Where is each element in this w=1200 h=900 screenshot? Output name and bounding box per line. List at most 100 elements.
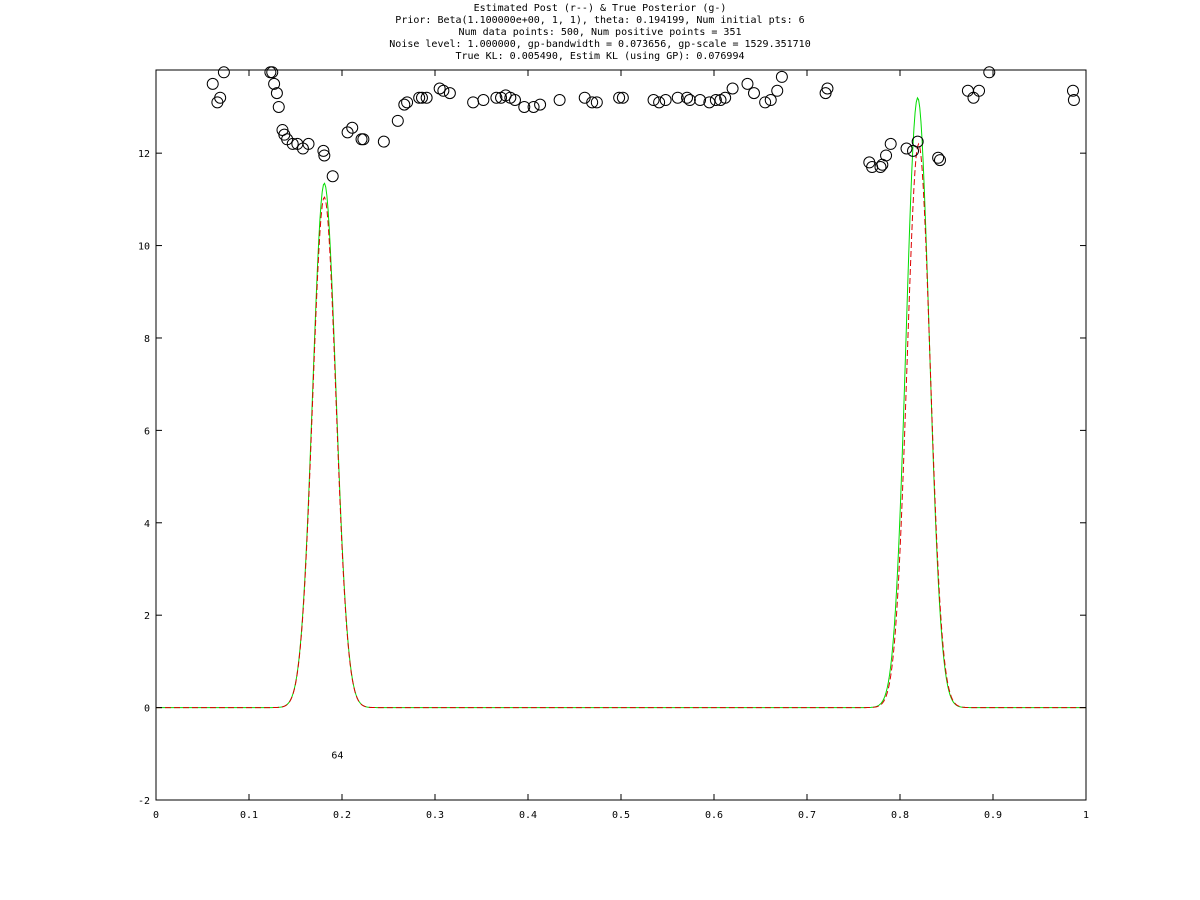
data-point-marker xyxy=(703,96,716,109)
data-point-marker xyxy=(214,91,227,104)
data-point-marker xyxy=(613,91,626,104)
data-point-marker xyxy=(401,96,414,109)
data-point-marker xyxy=(771,84,784,97)
data-point-marker xyxy=(398,98,411,111)
data-point-marker xyxy=(527,100,540,113)
annotation-layer: 64 xyxy=(331,750,343,761)
data-point-marker xyxy=(659,94,672,107)
data-point-marker xyxy=(534,98,547,111)
data-point-marker xyxy=(671,91,684,104)
data-point-marker xyxy=(443,87,456,100)
data-point-marker xyxy=(341,126,354,139)
data-point-marker xyxy=(266,66,279,79)
chart-title-line: Noise level: 1.000000, gp-bandwidth = 0.… xyxy=(389,39,810,50)
data-point-marker xyxy=(346,121,359,134)
data-point-marker xyxy=(477,94,490,107)
series-layer xyxy=(156,96,1086,709)
data-point-marker xyxy=(467,96,480,109)
data-point-marker xyxy=(967,91,980,104)
markers-layer xyxy=(206,66,1080,183)
y-tick-label: 6 xyxy=(144,426,150,437)
data-point-marker xyxy=(647,94,660,107)
data-point-marker xyxy=(508,94,521,107)
y-tick-label: 8 xyxy=(144,334,150,345)
x-tick-label: 0.1 xyxy=(240,810,258,821)
data-point-marker xyxy=(217,66,230,79)
data-point-marker xyxy=(726,82,739,95)
data-point-marker xyxy=(1067,94,1080,107)
data-point-marker xyxy=(518,100,531,113)
data-point-marker xyxy=(586,96,599,109)
data-point-marker xyxy=(911,135,924,148)
x-tick-label: 0.6 xyxy=(705,810,723,821)
data-point-marker xyxy=(302,137,315,150)
data-point-marker xyxy=(270,87,283,100)
data-point-marker xyxy=(884,137,897,150)
data-point-marker xyxy=(900,142,913,155)
x-tick-label: 0.9 xyxy=(984,810,1002,821)
y-tick-label: 0 xyxy=(144,704,150,715)
x-tick-label: 0 xyxy=(153,810,159,821)
x-tick-label: 0.5 xyxy=(612,810,630,821)
data-point-marker xyxy=(683,94,696,107)
data-point-marker xyxy=(272,100,285,113)
x-tick-label: 0.4 xyxy=(519,810,537,821)
y-tick-label: 4 xyxy=(144,519,150,530)
chart-title-block: Estimated Post (r--) & True Posterior (g… xyxy=(389,3,810,62)
estimated-posterior-line xyxy=(156,142,1086,709)
data-point-marker xyxy=(775,70,788,83)
data-point-marker xyxy=(420,91,433,104)
data-point-marker xyxy=(357,133,370,146)
data-point-marker xyxy=(318,149,331,162)
data-point-marker xyxy=(983,66,996,79)
data-point-marker xyxy=(415,91,428,104)
data-point-marker xyxy=(741,77,754,90)
chart-title-line: True KL: 0.005490, Estim KL (using GP): … xyxy=(456,51,745,62)
chart-title-line: Num data points: 500, Num positive point… xyxy=(459,27,742,38)
data-point-marker xyxy=(759,96,772,109)
x-tick-label: 0.2 xyxy=(333,810,351,821)
data-point-marker xyxy=(874,161,887,174)
x-tick-label: 1 xyxy=(1083,810,1089,821)
data-point-marker xyxy=(590,96,603,109)
data-point-marker xyxy=(391,114,404,127)
true-posterior-line xyxy=(156,96,1086,709)
data-point-marker xyxy=(709,94,722,107)
data-point-marker xyxy=(286,137,299,150)
y-tick-label: 2 xyxy=(144,611,150,622)
data-point-marker xyxy=(973,84,986,97)
data-point-marker xyxy=(932,151,945,164)
data-point-marker xyxy=(933,154,946,167)
data-point-marker xyxy=(681,91,694,104)
data-point-marker xyxy=(616,91,629,104)
data-point-marker xyxy=(1066,84,1079,97)
data-point-marker xyxy=(747,87,760,100)
y-tick-label: 12 xyxy=(138,149,150,160)
x-tick-label: 0.8 xyxy=(891,810,909,821)
data-point-marker xyxy=(433,82,446,95)
data-point-marker xyxy=(578,91,591,104)
chart-title-line: Estimated Post (r--) & True Posterior (g… xyxy=(474,3,727,14)
annotation-label: 64 xyxy=(331,750,343,761)
data-point-marker xyxy=(821,82,834,95)
data-point-marker xyxy=(553,94,566,107)
data-point-marker xyxy=(880,149,893,162)
y-tick-label: -2 xyxy=(138,796,150,807)
data-point-marker xyxy=(206,77,219,90)
data-point-marker xyxy=(326,170,339,183)
data-point-marker xyxy=(719,91,732,104)
data-point-marker xyxy=(764,94,777,107)
data-point-marker xyxy=(653,96,666,109)
y-tick-label: 10 xyxy=(138,242,150,253)
data-point-marker xyxy=(317,144,330,157)
plot-frame xyxy=(155,69,1087,801)
data-point-marker xyxy=(413,91,426,104)
data-point-marker xyxy=(490,91,503,104)
data-point-marker xyxy=(961,84,974,97)
data-point-marker xyxy=(437,84,450,97)
data-point-marker xyxy=(377,135,390,148)
data-point-marker xyxy=(268,77,281,90)
chart-title-line: Prior: Beta(1.100000e+00, 1, 1), theta: … xyxy=(395,15,804,26)
